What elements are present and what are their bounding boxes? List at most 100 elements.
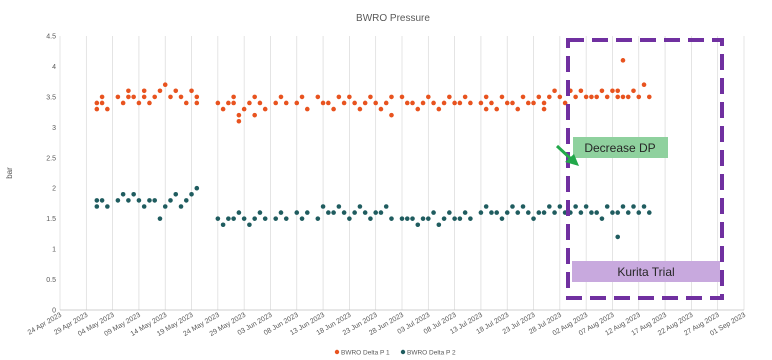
delta-p1-point bbox=[552, 88, 557, 94]
delta-p1-point bbox=[547, 94, 552, 100]
delta-p1-point bbox=[136, 100, 142, 106]
delta-p2-point bbox=[189, 192, 194, 197]
delta-p1-point bbox=[615, 88, 621, 94]
legend-marker-delta-p1 bbox=[334, 349, 340, 355]
delta-p2-point bbox=[441, 216, 447, 221]
delta-p1-point bbox=[231, 100, 236, 106]
delta-p2-point bbox=[157, 216, 163, 221]
delta-p2-point bbox=[636, 210, 642, 215]
delta-p2-point bbox=[510, 204, 515, 209]
delta-p2-point bbox=[557, 204, 563, 209]
series-delta-p2-points bbox=[94, 185, 652, 240]
delta-p2-point bbox=[105, 204, 110, 209]
delta-p2-point bbox=[499, 216, 505, 221]
legend-marker-delta-p2 bbox=[400, 349, 406, 355]
delta-p2-point bbox=[389, 216, 394, 221]
y-tick-label: 3 bbox=[52, 125, 56, 132]
delta-p2-point bbox=[273, 216, 279, 221]
delta-p2-point bbox=[226, 216, 231, 221]
delta-p1-point bbox=[320, 100, 326, 106]
delta-p1-point bbox=[336, 94, 342, 100]
delta-p2-point bbox=[604, 204, 610, 209]
delta-p1-point bbox=[194, 100, 200, 106]
delta-p2-point bbox=[162, 204, 168, 209]
delta-p1-point bbox=[315, 94, 321, 100]
legend-label-delta-p2: BWRO Delta P 2 bbox=[407, 350, 456, 357]
decrease-dp-label-box bbox=[573, 137, 668, 158]
delta-p2-point bbox=[262, 216, 268, 221]
delta-p2-point bbox=[362, 210, 368, 215]
delta-p2-point bbox=[173, 192, 179, 197]
delta-p1-point bbox=[183, 100, 189, 106]
delta-p1-point bbox=[257, 100, 263, 106]
delta-p1-point bbox=[578, 88, 584, 94]
delta-p1-point bbox=[378, 106, 384, 112]
delta-p1-point bbox=[241, 106, 247, 112]
delta-p1-point bbox=[299, 94, 305, 100]
delta-p1-point bbox=[557, 94, 563, 100]
delta-p2-point bbox=[147, 198, 152, 203]
delta-p1-point bbox=[278, 94, 284, 100]
y-tick-label: 2 bbox=[52, 186, 56, 193]
delta-p2-point bbox=[178, 204, 184, 209]
delta-p2-point bbox=[115, 198, 121, 203]
y-tick-label: 3.5 bbox=[46, 94, 56, 101]
delta-p1-point bbox=[431, 100, 436, 106]
delta-p2-point bbox=[599, 216, 605, 221]
delta-p1-point bbox=[468, 100, 473, 106]
delta-p1-point bbox=[326, 100, 331, 106]
delta-p1-point bbox=[478, 100, 484, 106]
delta-p2-point bbox=[483, 204, 489, 209]
delta-p2-point bbox=[520, 204, 526, 209]
delta-p1-point bbox=[499, 94, 505, 100]
delta-p2-point bbox=[646, 210, 652, 215]
decrease-dp-arrow-head bbox=[565, 154, 579, 166]
delta-p1-point bbox=[294, 100, 300, 106]
delta-p1-point bbox=[220, 106, 226, 112]
kurita-trial-box bbox=[566, 38, 724, 300]
delta-p1-point bbox=[247, 100, 252, 106]
delta-p2-point bbox=[447, 210, 452, 215]
delta-p1-point bbox=[126, 88, 131, 94]
delta-p1-point bbox=[610, 88, 615, 94]
delta-p1-point bbox=[304, 106, 310, 112]
delta-p2-point bbox=[331, 210, 336, 215]
delta-p1-point bbox=[105, 106, 110, 112]
delta-p1-point bbox=[510, 100, 515, 106]
delta-p2-point bbox=[404, 216, 410, 221]
delta-p1-point bbox=[362, 100, 368, 106]
delta-p1-point bbox=[157, 88, 163, 94]
delta-p2-point bbox=[547, 204, 552, 209]
delta-p2-point bbox=[468, 216, 473, 221]
delta-p1-point bbox=[594, 94, 599, 100]
delta-p1-point bbox=[252, 94, 257, 100]
delta-p2-point bbox=[194, 185, 200, 191]
delta-p1-point bbox=[504, 100, 510, 106]
delta-p2-point bbox=[99, 198, 105, 203]
delta-p1-point bbox=[152, 94, 158, 100]
delta-p2-point bbox=[541, 210, 547, 215]
delta-p2-point bbox=[126, 198, 131, 203]
delta-p2-point bbox=[462, 210, 468, 215]
delta-p1-point bbox=[141, 88, 147, 94]
delta-p1-point bbox=[515, 106, 521, 112]
delta-p2-point bbox=[536, 210, 542, 215]
delta-p2-point bbox=[583, 204, 589, 209]
kurita-trial-label-box bbox=[572, 261, 720, 282]
delta-p2-point bbox=[625, 210, 631, 215]
delta-p2-point bbox=[357, 204, 363, 209]
delta-p1-point bbox=[573, 94, 578, 100]
delta-p1-point bbox=[120, 100, 126, 106]
delta-p2-point bbox=[426, 216, 431, 221]
delta-p1-point bbox=[531, 100, 536, 106]
delta-p2-point bbox=[347, 216, 352, 221]
delta-p2-point bbox=[257, 210, 263, 215]
delta-p1-point bbox=[483, 94, 489, 100]
delta-p2-point bbox=[326, 210, 331, 215]
delta-p1-point bbox=[415, 106, 421, 112]
delta-p1-point bbox=[94, 106, 100, 112]
delta-p2-point bbox=[615, 234, 621, 240]
delta-p1-point bbox=[262, 106, 268, 112]
delta-p2-point bbox=[141, 204, 147, 209]
